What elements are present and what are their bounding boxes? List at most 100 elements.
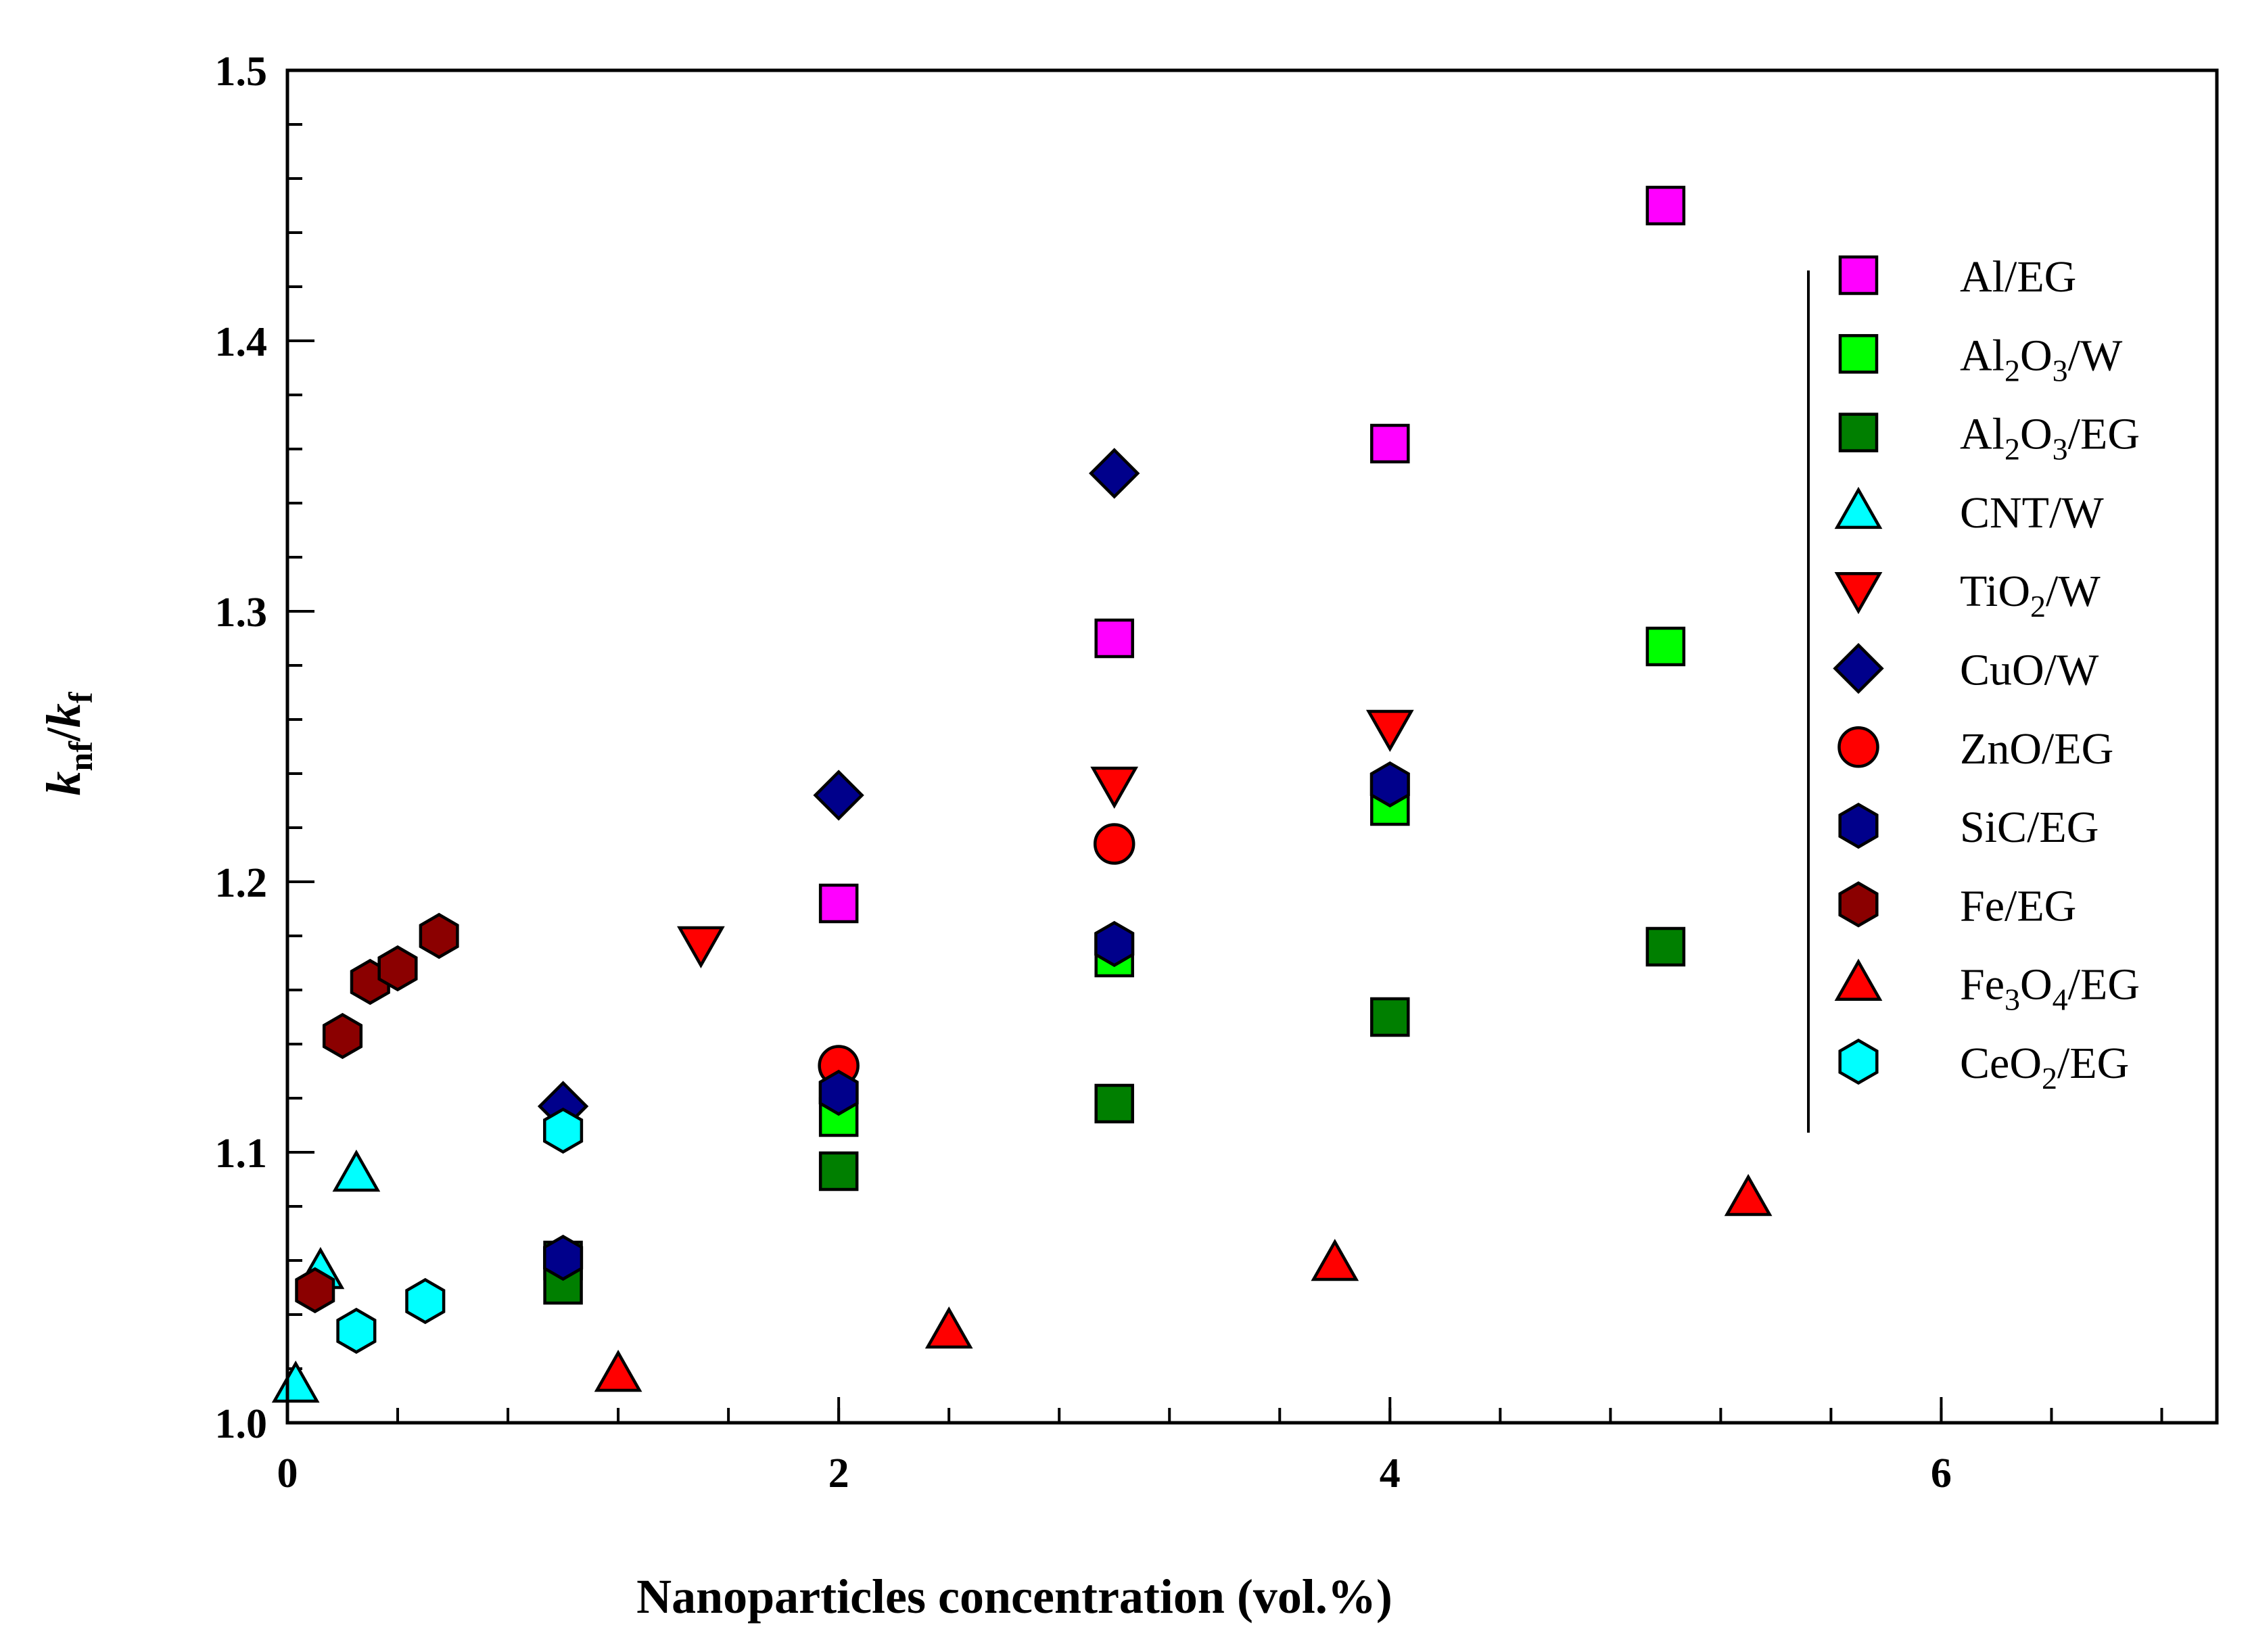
legend-entry: CeO2/EG — [1838, 1038, 2129, 1095]
legend-marker — [1838, 1038, 1879, 1085]
y-axis-title-slash: / — [37, 727, 91, 742]
y-axis-title-sub2: f — [62, 691, 99, 703]
legend-label-part: O — [2020, 331, 2053, 380]
legend-label: TiO2/W — [1960, 567, 2101, 623]
legend-label-part: 4 — [2053, 983, 2068, 1017]
legend-label-part: /W — [2046, 567, 2101, 616]
legend-label-part: O — [2020, 960, 2053, 1010]
y-axis-title-k2: k — [37, 703, 91, 728]
data-point — [1370, 997, 1410, 1037]
legend-entry: Al/EG — [1838, 252, 2076, 302]
data-point — [818, 883, 859, 924]
legend-label-part: Al — [1960, 410, 2005, 459]
legend-entry: ZnO/EG — [1837, 724, 2113, 774]
legend-label-part: /EG — [2068, 410, 2140, 459]
series-sic-eg — [543, 761, 1410, 1281]
legend-label-part: Fe/EG — [1960, 881, 2076, 930]
y-tick-label: 1.3 — [215, 590, 268, 636]
data-point — [818, 1069, 859, 1116]
series-tio2-w — [677, 709, 1414, 969]
legend-entry: Al2O3/EG — [1838, 410, 2140, 467]
data-point — [271, 1360, 320, 1403]
data-point — [1094, 1083, 1134, 1124]
data-point — [1369, 761, 1410, 808]
legend-entry: SiC/EG — [1838, 803, 2099, 852]
data-point — [818, 1151, 859, 1191]
data-point — [1089, 448, 1140, 499]
x-tick-label: 6 — [1931, 1450, 1952, 1496]
x-tick-label: 4 — [1380, 1450, 1401, 1496]
legend-label: Fe/EG — [1960, 881, 2076, 930]
legend-entry: CNT/W — [1834, 486, 2104, 538]
x-tick-label: 2 — [828, 1450, 849, 1496]
legend-marker — [1834, 486, 1883, 529]
legend-marker — [1834, 571, 1883, 615]
legend-label-part: /EG — [2057, 1039, 2129, 1088]
legend-label-part: /W — [2068, 331, 2123, 380]
legend-label: SiC/EG — [1960, 803, 2099, 852]
x-axis-title: Nanoparticles concentration (vol.%) — [636, 1570, 1392, 1624]
data-point — [295, 1267, 335, 1314]
legend-label-part: 3 — [2053, 432, 2068, 467]
legend-label: Al2O3/W — [1960, 331, 2123, 387]
legend-entry: Al2O3/W — [1838, 331, 2123, 387]
legend-label-part: Fe — [1960, 960, 2005, 1010]
legend-label: CeO2/EG — [1960, 1039, 2129, 1095]
data-point — [543, 1234, 584, 1281]
legend-label: Fe3O4/EG — [1960, 960, 2140, 1017]
data-point — [1311, 1238, 1359, 1281]
data-markers — [271, 185, 1773, 1403]
series-fe-eg — [295, 912, 459, 1314]
legend-label-part: O — [2020, 410, 2053, 459]
y-tick-label: 1.4 — [215, 319, 268, 365]
data-point — [1093, 823, 1135, 865]
data-point — [405, 1277, 446, 1325]
legend-label-part: Al — [1960, 331, 2005, 380]
data-point — [594, 1349, 642, 1392]
legend-label: CuO/W — [1960, 646, 2099, 695]
data-point — [1370, 423, 1410, 464]
series-al-eg — [818, 185, 1686, 924]
data-point — [543, 1107, 584, 1154]
legend-marker — [1838, 412, 1879, 452]
legend-label-part: 2 — [2030, 589, 2046, 623]
y-tick-label: 1.0 — [215, 1401, 268, 1447]
data-point — [1724, 1173, 1773, 1217]
data-point — [332, 1149, 381, 1192]
legend-label-part: Al/EG — [1960, 252, 2076, 302]
x-tick-label: 0 — [277, 1450, 298, 1496]
data-point — [1645, 185, 1686, 226]
legend-marker — [1834, 958, 1883, 1001]
series-ceo2-eg — [336, 1107, 584, 1354]
data-point — [677, 926, 725, 969]
data-point — [419, 912, 459, 960]
legend-label-part: CeO — [1960, 1039, 2042, 1088]
legend: Al/EGAl2O3/WAl2O3/EGCNT/WTiO2/WCuO/WZnO/… — [1807, 252, 2140, 1133]
legend-entry: Fe/EG — [1838, 881, 2076, 930]
series-fe3o4-eg — [594, 1173, 1773, 1392]
legend-label-part: /EG — [2068, 960, 2140, 1010]
legend-marker — [1837, 726, 1879, 768]
legend-entry: Fe3O4/EG — [1834, 958, 2140, 1017]
legend-marker — [1838, 255, 1879, 296]
data-point — [1645, 626, 1686, 667]
data-point — [924, 1306, 973, 1349]
y-axis-title-k1: k — [37, 772, 91, 796]
data-point — [813, 770, 864, 821]
legend-label-part: 3 — [2005, 983, 2020, 1017]
y-tick-label: 1.1 — [215, 1131, 268, 1177]
y-tick-label: 1.5 — [215, 49, 268, 95]
legend-label-part: 2 — [2005, 432, 2020, 467]
data-point — [336, 1307, 377, 1354]
legend-label: Al/EG — [1960, 252, 2076, 302]
plot-frame — [285, 68, 2219, 1425]
data-point — [377, 945, 418, 992]
legend-marker — [1838, 803, 1879, 849]
data-point — [322, 1012, 363, 1060]
legend-label-part: ZnO/EG — [1960, 724, 2113, 774]
legend-marker — [1833, 642, 1884, 694]
legend-label: Al2O3/EG — [1960, 410, 2140, 467]
legend-label-part: CNT/W — [1960, 488, 2104, 538]
